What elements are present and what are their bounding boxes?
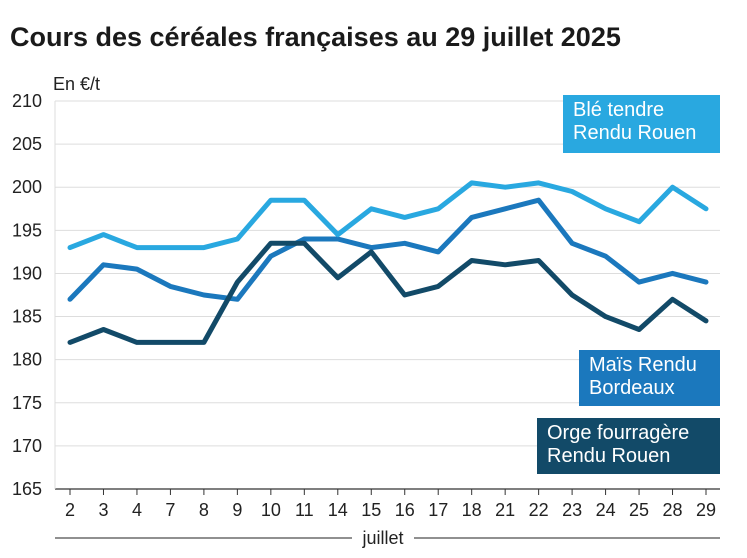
legend-orge-line-2: Rendu Rouen [547, 445, 671, 467]
x-tick-label: 2 [65, 500, 75, 520]
x-tick-label: 16 [395, 500, 415, 520]
series-lines [67, 180, 709, 345]
x-tick-label: 21 [495, 500, 515, 520]
x-axis-ticks: 2 3 4 7 8 9 10 11 14 15 16 17 18 21 22 23 24 25 28 29 [65, 489, 716, 520]
series-line-orge [67, 240, 709, 345]
legend-ble-line-2: Rendu Rouen [573, 122, 697, 144]
y-tick-label: 185 [12, 307, 42, 327]
legend-ble: Blé tendre Rendu Rouen [563, 95, 720, 153]
x-tick-label: 10 [261, 500, 281, 520]
legend-ble-line-1: Blé tendre [573, 99, 665, 121]
y-tick-label: 165 [12, 479, 42, 499]
x-tick-label: 28 [663, 500, 683, 520]
y-axis-unit-label: En €/t [53, 74, 100, 94]
y-tick-label: 195 [12, 220, 42, 240]
x-tick-label: 23 [562, 500, 582, 520]
y-tick-label: 170 [12, 436, 42, 456]
x-tick-label: 14 [328, 500, 348, 520]
legend-mais-line-1: Maïs Rendu [589, 354, 697, 376]
x-tick-label: 9 [232, 500, 242, 520]
x-tick-label: 22 [529, 500, 549, 520]
series-line-mais [67, 197, 709, 302]
y-tick-label: 175 [12, 393, 42, 413]
y-tick-label: 190 [12, 263, 42, 283]
x-axis-label-group: juillet [55, 528, 720, 548]
x-tick-label: 11 [295, 500, 314, 520]
x-tick-label: 7 [165, 500, 175, 520]
y-tick-label: 180 [12, 350, 42, 370]
x-tick-label: 17 [428, 500, 448, 520]
legend-orge-line-1: Orge fourragère [547, 422, 690, 444]
x-tick-label: 29 [696, 500, 716, 520]
x-tick-label: 3 [98, 500, 108, 520]
legend-orge: Orge fourragère Rendu Rouen [537, 418, 720, 474]
x-axis-label: juillet [361, 528, 403, 548]
x-tick-label: 8 [199, 500, 209, 520]
x-tick-label: 4 [132, 500, 142, 520]
x-tick-label: 25 [629, 500, 649, 520]
y-axis-ticks: 165 170 175 180 185 190 195 200 205 210 [12, 91, 42, 499]
y-tick-label: 205 [12, 134, 42, 154]
series-line-ble [67, 180, 709, 251]
x-tick-label: 15 [361, 500, 381, 520]
legend-mais-line-2: Bordeaux [589, 377, 675, 399]
y-tick-label: 200 [12, 177, 42, 197]
x-tick-label: 24 [596, 500, 616, 520]
y-tick-label: 210 [12, 91, 42, 111]
x-tick-label: 18 [462, 500, 482, 520]
chart-title: Cours des céréales françaises au 29 juil… [10, 22, 621, 52]
legend-mais: Maïs Rendu Bordeaux [579, 350, 720, 406]
